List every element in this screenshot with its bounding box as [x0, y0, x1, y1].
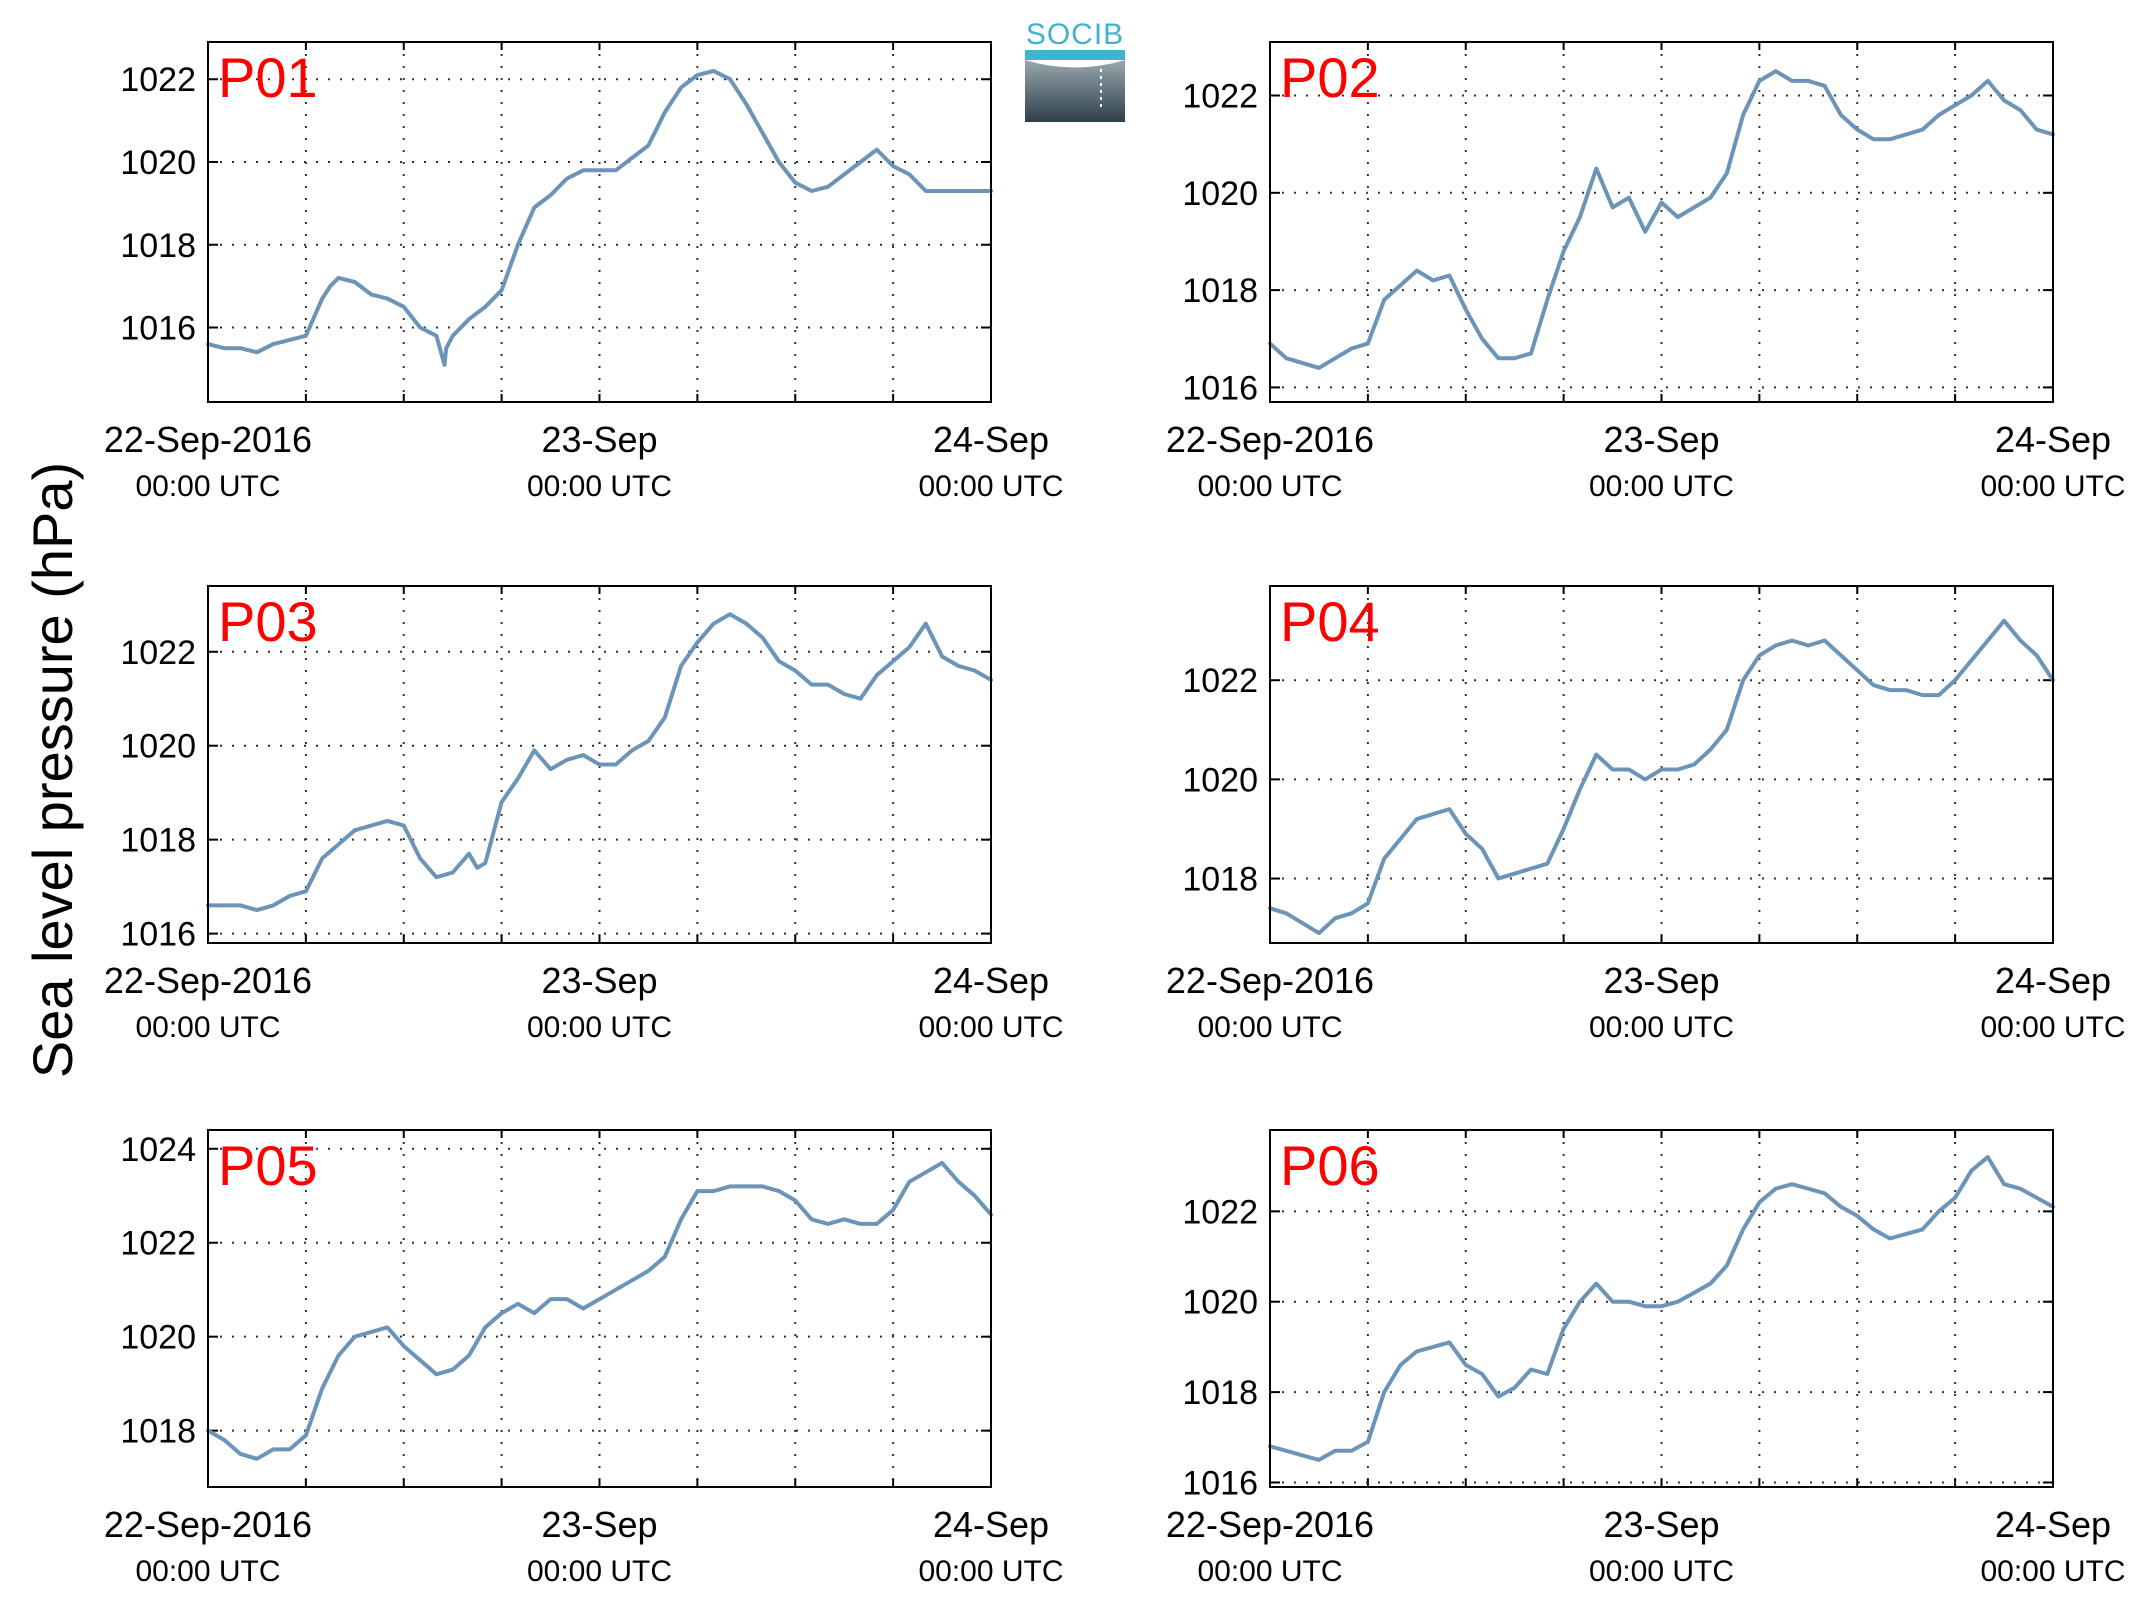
- x-tick-sublabel: 00:00 UTC: [1197, 1555, 1342, 1588]
- x-tick-label: 22-Sep-2016: [104, 1504, 312, 1545]
- axes-box: [207, 585, 992, 944]
- chart-panel-p06: 1016 1018 1020 1022 22-Sep-2016 00:00 UTC 23-S…: [1166, 1129, 2126, 1588]
- y-tick-label: 1018: [1182, 272, 1258, 310]
- x-tick-label: 24-Sep: [1995, 1504, 2111, 1545]
- socib-logo: SOCIB: [1025, 18, 1125, 122]
- series-line: [1268, 69, 2055, 370]
- x-tick-sublabel: 00:00 UTC: [1980, 470, 2125, 503]
- logo-text: SOCIB: [1026, 18, 1124, 51]
- x-tick-label: 23-Sep: [541, 419, 657, 460]
- y-tick-label: 1016: [1182, 369, 1258, 407]
- y-tick-label: 1020: [1182, 761, 1258, 799]
- logo-wave-icon: [1025, 60, 1125, 122]
- x-tick-label: 22-Sep-2016: [104, 960, 312, 1001]
- panels: 1016 1018 1020 1022 22-Sep-2016 00:00 UTC 23-S…: [104, 41, 2126, 1588]
- y-tick-label: 1016: [1182, 1464, 1258, 1502]
- y-tick-label: 1020: [1182, 1284, 1258, 1322]
- x-tick-label: 23-Sep: [541, 960, 657, 1001]
- panel-label: P05: [218, 1134, 318, 1197]
- y-tick-label: 1018: [120, 822, 196, 860]
- logo-water-band: [1025, 50, 1125, 60]
- panel-label: P06: [1280, 1134, 1380, 1197]
- panel-label: P02: [1280, 46, 1380, 109]
- x-tick-label: 24-Sep: [933, 1504, 1049, 1545]
- panel-label: P04: [1280, 590, 1380, 653]
- y-tick-label: 1018: [120, 1413, 196, 1451]
- chart-panel-p05: 1018 1020 1022 1024 22-Sep-2016 00:00 UTC 23-S…: [104, 1129, 1064, 1588]
- panel-label: P01: [218, 46, 318, 109]
- y-tick-label: 1022: [1182, 78, 1258, 116]
- x-tick-label: 22-Sep-2016: [1166, 419, 1374, 460]
- y-tick-label: 1022: [1182, 662, 1258, 700]
- y-tick-label: 1018: [1182, 1374, 1258, 1412]
- x-tick-label: 22-Sep-2016: [104, 419, 312, 460]
- x-tick-sublabel: 00:00 UTC: [1980, 1011, 2125, 1044]
- y-tick-label: 1020: [120, 1319, 196, 1357]
- x-tick-sublabel: 00:00 UTC: [1589, 1011, 1734, 1044]
- x-tick-label: 23-Sep: [541, 1504, 657, 1545]
- x-tick-sublabel: 00:00 UTC: [918, 470, 1063, 503]
- axes-box: [207, 41, 992, 403]
- axes-box: [1269, 41, 2054, 403]
- axes-box: [207, 1129, 992, 1488]
- x-tick-sublabel: 00:00 UTC: [527, 1555, 672, 1588]
- y-tick-label: 1020: [120, 728, 196, 766]
- y-tick-label: 1020: [1182, 175, 1258, 213]
- y-tick-label: 1016: [120, 310, 196, 348]
- x-tick-label: 23-Sep: [1603, 1504, 1719, 1545]
- x-tick-sublabel: 00:00 UTC: [1197, 470, 1342, 503]
- x-tick-label: 23-Sep: [1603, 960, 1719, 1001]
- x-tick-label: 24-Sep: [933, 960, 1049, 1001]
- series-line: [206, 1160, 993, 1461]
- series-line: [206, 612, 993, 913]
- x-tick-sublabel: 00:00 UTC: [1197, 1011, 1342, 1044]
- chart-panel-p01: 1016 1018 1020 1022 22-Sep-2016 00:00 UTC 23-S…: [104, 41, 1064, 503]
- y-tick-label: 1016: [120, 916, 196, 954]
- x-tick-sublabel: 00:00 UTC: [1980, 1555, 2125, 1588]
- x-tick-sublabel: 00:00 UTC: [135, 1011, 280, 1044]
- x-tick-sublabel: 00:00 UTC: [135, 470, 280, 503]
- chart-panel-p03: 1016 1018 1020 1022 22-Sep-2016 00:00 UTC 23-S…: [104, 585, 1064, 1044]
- y-tick-label: 1022: [120, 634, 196, 672]
- x-tick-sublabel: 00:00 UTC: [135, 1555, 280, 1588]
- series-line: [1268, 618, 2055, 936]
- axes-box: [1269, 585, 2054, 944]
- y-tick-label: 1022: [120, 1225, 196, 1263]
- y-axis-label: Sea level pressure (hPa): [21, 462, 84, 1078]
- y-tick-label: 1022: [120, 61, 196, 99]
- panel-label: P03: [218, 590, 318, 653]
- x-tick-sublabel: 00:00 UTC: [527, 470, 672, 503]
- series-line: [206, 69, 993, 367]
- y-tick-label: 1018: [1182, 861, 1258, 899]
- x-tick-sublabel: 00:00 UTC: [918, 1011, 1063, 1044]
- y-tick-label: 1020: [120, 144, 196, 182]
- x-tick-label: 24-Sep: [1995, 419, 2111, 460]
- x-tick-sublabel: 00:00 UTC: [527, 1011, 672, 1044]
- x-tick-sublabel: 00:00 UTC: [1589, 470, 1734, 503]
- y-tick-label: 1018: [120, 227, 196, 265]
- x-tick-sublabel: 00:00 UTC: [1589, 1555, 1734, 1588]
- x-tick-label: 22-Sep-2016: [1166, 1504, 1374, 1545]
- x-tick-label: 24-Sep: [1995, 960, 2111, 1001]
- chart-panel-p04: 1018 1020 1022 22-Sep-2016 00:00 UTC 23-Sep 00…: [1166, 585, 2126, 1044]
- x-tick-label: 24-Sep: [933, 419, 1049, 460]
- axes-box: [1269, 1129, 2054, 1488]
- y-tick-label: 1024: [120, 1131, 196, 1169]
- series-line: [1268, 1155, 2055, 1462]
- chart-panel-p02: 1016 1018 1020 1022 22-Sep-2016 00:00 UTC 23-S…: [1166, 41, 2126, 503]
- x-tick-label: 22-Sep-2016: [1166, 960, 1374, 1001]
- x-tick-sublabel: 00:00 UTC: [918, 1555, 1063, 1588]
- y-tick-label: 1022: [1182, 1193, 1258, 1231]
- x-tick-label: 23-Sep: [1603, 419, 1719, 460]
